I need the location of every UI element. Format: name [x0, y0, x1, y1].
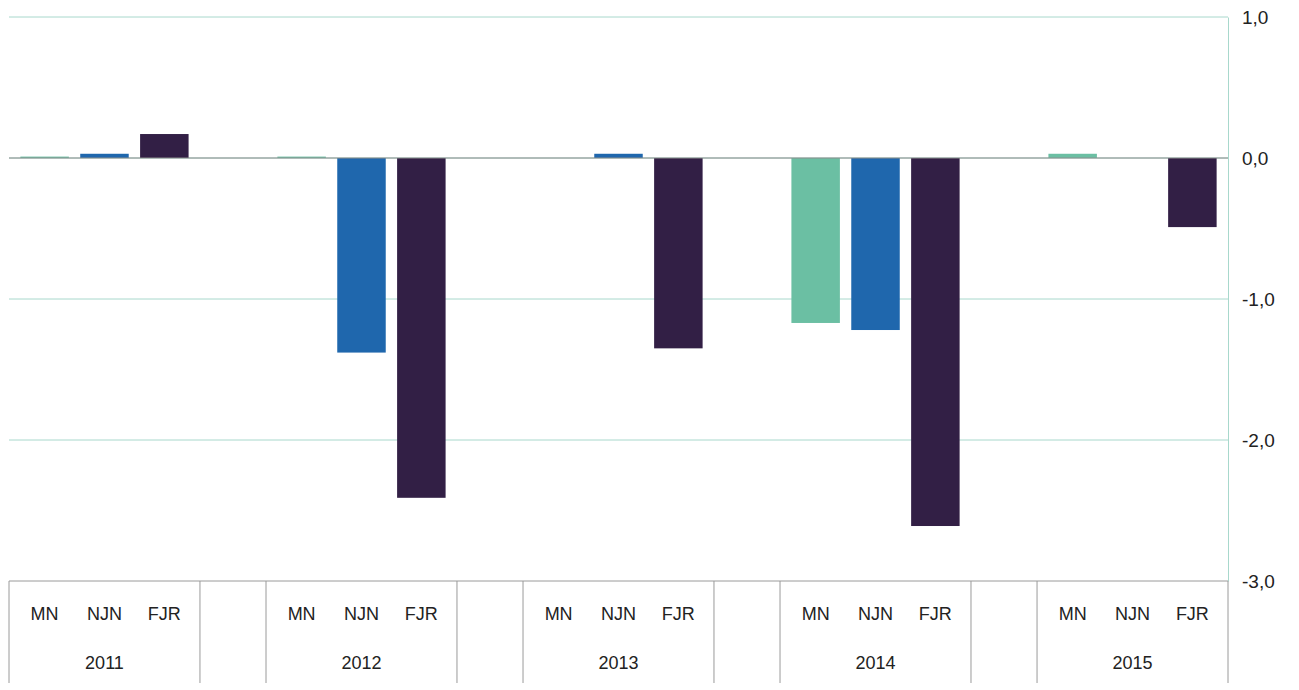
chart: 1,0 0,0 -1,0 -2,0 -3,0 MN NJN FJR 2011 MN NJN FJR 20…	[0, 0, 1299, 690]
axis-line	[1228, 18, 1229, 582]
series-label: MN	[31, 604, 59, 624]
series-label: FJR	[919, 604, 952, 624]
grid-line	[9, 581, 1228, 582]
table-divider	[523, 581, 524, 683]
y-axis: 1,0 0,0 -1,0 -2,0 -3,0	[1228, 7, 1275, 592]
tick-label: -2,0	[1242, 430, 1275, 451]
series-label: MN	[545, 604, 573, 624]
bar	[791, 158, 839, 323]
grid-line	[9, 299, 1228, 300]
bar	[851, 158, 899, 330]
category-label: 2014	[855, 653, 895, 673]
tick: 0,0	[1228, 148, 1268, 169]
table-divider	[456, 581, 457, 683]
bar	[337, 158, 385, 353]
bar	[140, 134, 188, 158]
category-label: 2013	[598, 653, 638, 673]
bars	[20, 134, 1216, 526]
bar	[397, 158, 445, 498]
table-divider	[780, 581, 781, 683]
series-label: FJR	[1176, 604, 1209, 624]
table-divider	[266, 581, 267, 683]
grid-line	[9, 17, 1228, 18]
series-label: FJR	[662, 604, 695, 624]
zero-line	[9, 158, 1228, 159]
series-label: FJR	[148, 604, 181, 624]
bar	[1168, 158, 1216, 227]
category-label: 2012	[341, 653, 381, 673]
table-divider	[970, 581, 971, 683]
series-label: NJN	[344, 604, 379, 624]
tick: -2,0	[1228, 430, 1275, 451]
series-label: MN	[802, 604, 830, 624]
table-divider	[1228, 581, 1229, 683]
category-label: 2011	[85, 653, 124, 673]
tick-label: 0,0	[1242, 148, 1268, 169]
table-divider	[199, 581, 200, 683]
series-label: NJN	[1115, 604, 1150, 624]
tick-label: 1,0	[1242, 7, 1268, 28]
grid	[9, 17, 1228, 581]
category-label: 2015	[1112, 653, 1152, 673]
bar	[654, 158, 702, 348]
table-divider	[713, 581, 714, 683]
series-label: MN	[1059, 604, 1087, 624]
table-divider	[1037, 581, 1038, 683]
series-label: NJN	[601, 604, 636, 624]
bar	[1048, 154, 1096, 158]
tick-label: -3,0	[1242, 571, 1275, 592]
tick-label: -1,0	[1242, 289, 1275, 310]
bar	[911, 158, 959, 526]
bar	[594, 154, 642, 158]
grid-line	[9, 158, 1228, 159]
tick: -3,0	[1228, 571, 1275, 592]
grid-line	[9, 440, 1228, 441]
category-table: MN NJN FJR 2011 MN NJN FJR 2012 MN NJN FJR 2013 MN NJ…	[9, 581, 1228, 683]
tick: 1,0	[1228, 7, 1268, 28]
series-label: NJN	[87, 604, 122, 624]
tick: -1,0	[1228, 289, 1275, 310]
bar	[80, 154, 128, 158]
series-label: FJR	[405, 604, 438, 624]
table-divider	[9, 581, 10, 683]
series-label: MN	[288, 604, 316, 624]
series-label: NJN	[858, 604, 893, 624]
